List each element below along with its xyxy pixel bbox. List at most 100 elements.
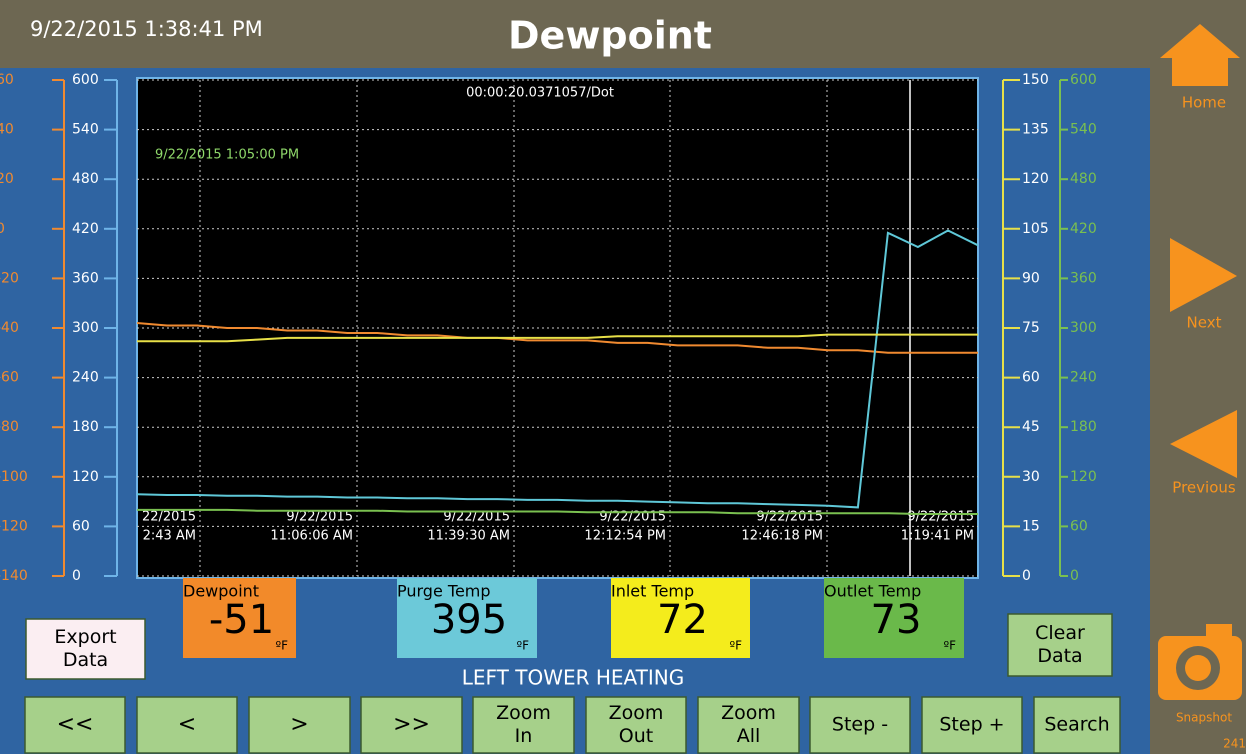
y-tick-label: 480	[1070, 171, 1097, 187]
button-label: Zoom	[609, 702, 664, 724]
button-label: Clear	[1035, 622, 1085, 644]
button-face	[360, 696, 463, 754]
button-face	[24, 696, 126, 754]
y-tick-label: 540	[1070, 122, 1097, 138]
button-face	[585, 696, 687, 754]
y-tick-label: 240	[72, 370, 99, 386]
series-line	[137, 508, 978, 515]
y-tick-label: 360	[72, 270, 99, 286]
y-tick-label: 20	[0, 171, 14, 187]
next-icon[interactable]	[1170, 238, 1237, 312]
x-tick-label: 11:06:06 AM	[270, 529, 353, 544]
y-tick-label: -20	[0, 270, 19, 286]
y-tick-label: 600	[72, 72, 99, 88]
x-tick-label: 9/22/2015	[443, 510, 510, 525]
datetime: 9/22/2015 1:38:41 PM	[30, 17, 263, 41]
readout-unit: ºF	[943, 639, 956, 653]
readout-label: Inlet Temp	[611, 582, 694, 601]
readout-box	[824, 578, 964, 658]
button-face	[1007, 613, 1113, 677]
y-tick-label: 30	[1022, 469, 1040, 485]
y-tick-label: 40	[0, 122, 14, 138]
button-face	[697, 696, 800, 754]
button-label: Search	[1044, 714, 1109, 736]
y-tick-label: -140	[0, 568, 28, 584]
y-tick-label: 600	[1070, 72, 1097, 88]
button-label: <	[178, 712, 196, 737]
x-tick-label: 9/22/2015	[907, 510, 974, 525]
y-tick-label: 150	[1022, 72, 1049, 88]
readout-value: -51	[209, 597, 274, 643]
y-tick-label: 180	[72, 419, 99, 435]
button[interactable]: Step +	[921, 696, 1023, 754]
button-label: Data	[1037, 645, 1082, 667]
button[interactable]: Step -	[809, 696, 911, 754]
sidebar-label: Next	[1187, 314, 1222, 332]
y-tick-label: 75	[1022, 320, 1040, 336]
y-tick-label: 120	[72, 469, 99, 485]
button-face	[472, 696, 575, 754]
sidebar-label: Snapshot	[1176, 711, 1232, 725]
readout-value: 73	[871, 597, 922, 643]
button[interactable]: Search	[1033, 696, 1121, 754]
button[interactable]: >>	[360, 696, 463, 754]
previous-icon[interactable]	[1170, 410, 1237, 478]
readout-label: Purge Temp	[397, 582, 491, 601]
y-tick-label: 60	[72, 518, 90, 534]
y-tick-label: -120	[0, 518, 28, 534]
readout-label: Outlet Temp	[824, 582, 921, 601]
series-line	[137, 333, 978, 343]
button[interactable]: <	[136, 696, 238, 754]
y-tick-label: 60	[1022, 370, 1040, 386]
button-label: In	[515, 725, 533, 747]
camera-lens	[1185, 655, 1211, 681]
button-face	[136, 696, 238, 754]
button-face	[921, 696, 1023, 754]
x-tick-label: 12:46:18 PM	[741, 529, 823, 544]
button-label: >>	[393, 712, 430, 737]
button-face	[1033, 696, 1121, 754]
y-tick-label: 105	[1022, 221, 1049, 237]
y-tick-label: 0	[1022, 568, 1031, 584]
page-title: Dewpoint	[508, 14, 712, 58]
snapshot-counter: 241	[1223, 737, 1246, 751]
readout-value: 395	[431, 597, 507, 643]
camera-top	[1206, 624, 1232, 638]
home-icon[interactable]	[1160, 24, 1240, 86]
x-tick-label: 12:12:54 PM	[584, 529, 666, 544]
button[interactable]: <<	[24, 696, 126, 754]
y-tick-label: 0	[1070, 568, 1079, 584]
y-tick-label: 420	[72, 221, 99, 237]
button-face	[25, 618, 146, 680]
y-tick-label: 360	[1070, 270, 1097, 286]
series-line	[136, 229, 979, 509]
x-tick-label: 9/22/2015	[286, 510, 353, 525]
y-tick-label: 120	[1022, 171, 1049, 187]
snapshot-icon[interactable]	[1158, 624, 1242, 700]
button-face	[248, 696, 351, 754]
button-label: >	[290, 712, 308, 737]
y-tick-label: 480	[72, 171, 99, 187]
readout-label: Dewpoint	[183, 582, 259, 601]
y-tick-label: 420	[1070, 221, 1097, 237]
button[interactable]: >	[248, 696, 351, 754]
y-tick-label: 90	[1022, 270, 1040, 286]
button-label: Zoom	[721, 702, 776, 724]
status-text: LEFT TOWER HEATING	[462, 666, 685, 690]
button-face	[809, 696, 911, 754]
readout-box	[183, 578, 296, 658]
cursor-label: 9/22/2015 1:05:00 PM	[155, 148, 299, 163]
y-tick-label: 60	[0, 72, 14, 88]
y-tick-label: 300	[72, 320, 99, 336]
y-tick-label: 135	[1022, 122, 1049, 138]
button-label: Out	[619, 725, 653, 747]
readout-unit: ºF	[729, 639, 742, 653]
y-tick-label: 15	[1022, 518, 1040, 534]
x-tick-label: 2:43 AM	[143, 529, 196, 544]
